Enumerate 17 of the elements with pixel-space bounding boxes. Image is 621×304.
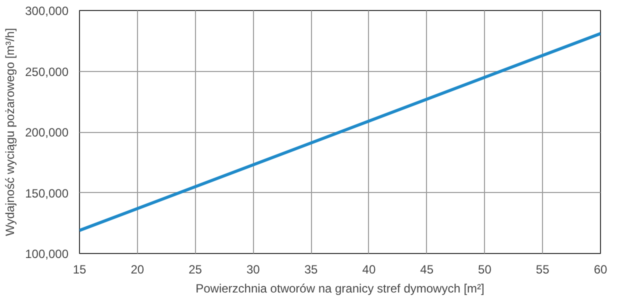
x-tick-label: 50	[478, 262, 492, 276]
x-tick-label: 25	[188, 262, 202, 276]
y-tick-label: 100,000	[25, 247, 69, 261]
x-tick-label: 30	[246, 262, 260, 276]
y-tick-label: 200,000	[25, 126, 69, 140]
x-axis-title: Powierzchnia otworów na granicy stref dymowych [m²]	[196, 282, 484, 296]
x-tick-label: 15	[72, 262, 86, 276]
x-tick-label: 35	[304, 262, 318, 276]
y-tick-label: 300,000	[25, 4, 69, 18]
y-tick-label: 150,000	[25, 186, 69, 200]
y-axis-title: Wydajność wyciągu pożarowego [m³/h]	[3, 28, 18, 236]
y-tick-label: 250,000	[25, 64, 69, 79]
x-tick-label: 20	[130, 262, 144, 276]
x-tick-label: 60	[594, 262, 608, 276]
x-tick-label: 45	[420, 262, 434, 276]
x-tick-label: 55	[536, 262, 550, 276]
x-tick-label: 40	[362, 262, 376, 276]
